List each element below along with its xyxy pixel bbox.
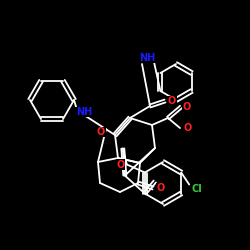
Text: O: O (157, 183, 165, 193)
Text: O: O (117, 160, 125, 170)
Text: O: O (184, 123, 192, 133)
Text: O: O (168, 96, 176, 106)
Text: O: O (183, 102, 191, 112)
Text: NH: NH (139, 53, 155, 63)
Text: Cl: Cl (192, 184, 202, 194)
Text: NH: NH (76, 107, 92, 117)
Text: O: O (97, 127, 105, 137)
